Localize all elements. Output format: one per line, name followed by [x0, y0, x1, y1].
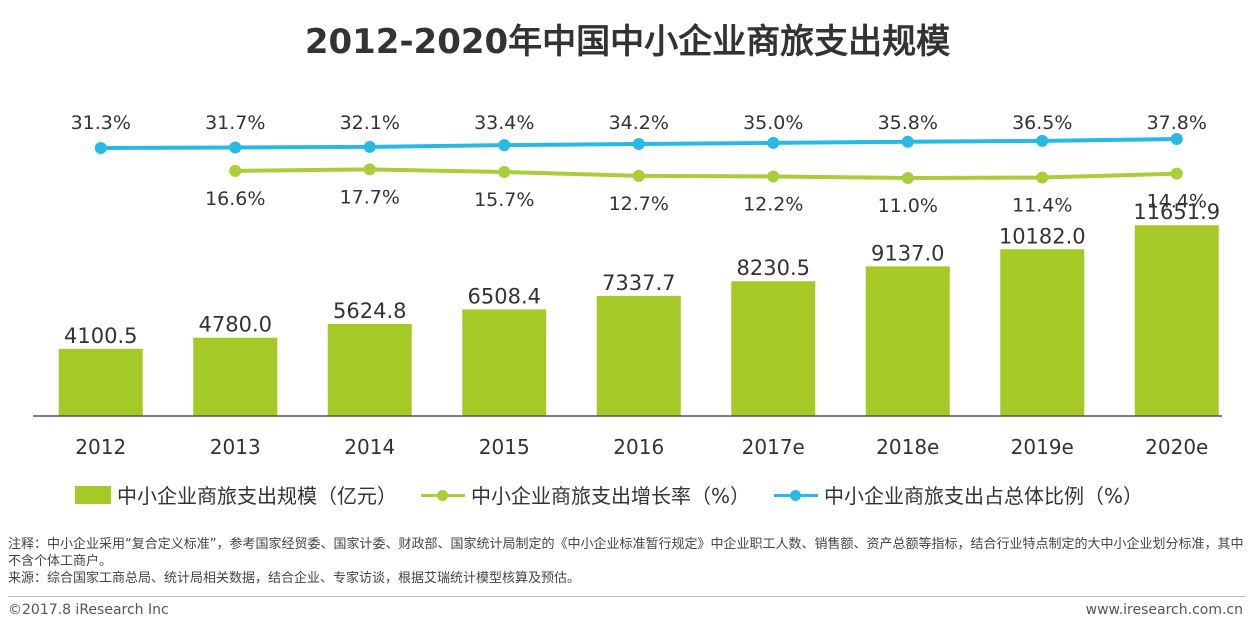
bar-2012	[58, 348, 143, 416]
bar-value-label: 10182.0	[999, 224, 1086, 248]
legend-share-label: 中小企业商旅支出占总体比例（%）	[824, 484, 1144, 508]
growth-point-2018e	[901, 172, 914, 184]
bar-value-label: 11651.9	[1133, 200, 1220, 224]
share-value-label: 31.3%	[71, 112, 131, 134]
bar-2013	[193, 337, 278, 416]
bar-value-label: 6508.4	[468, 284, 541, 308]
growth-value-label: 11.0%	[878, 195, 938, 217]
bar-2017e	[731, 281, 816, 416]
share-value-label: 35.8%	[878, 112, 938, 134]
legend-item-bar: 中小企业商旅支出规模（亿元）	[75, 480, 397, 509]
growth-value-label: 17.7%	[340, 186, 400, 208]
growth-point-2013	[229, 164, 242, 177]
share-point-2016	[632, 137, 645, 150]
bar-2015	[462, 309, 547, 416]
notes: 注释：中小企业采用“复合定义标准”，参考国家经贸委、国家计委、财政部、国家统计局…	[8, 536, 1248, 587]
share-point-2012	[94, 142, 107, 154]
growth-line	[235, 167, 1177, 181]
share-point-2014	[363, 140, 376, 153]
chart-title: 2012-2020年中国中小企业商旅支出规模	[304, 22, 951, 62]
legend-item-growth: 中小企业商旅支出增长率（%）	[421, 480, 750, 509]
source-text: 来源：综合国家工商总局、统计局相关数据，结合企业、专家访谈，根据艾瑞统计模型核算…	[8, 571, 581, 586]
x-tick-label: 2013	[210, 435, 261, 459]
bar-value-label: 4100.5	[64, 324, 137, 348]
growth-point-2016	[632, 169, 645, 182]
growth-point-2019e	[1036, 171, 1049, 184]
legend-bar-label: 中小企业商旅支出规模（亿元）	[117, 484, 397, 508]
x-tick-label: 2016	[613, 435, 664, 459]
bar-2014	[327, 323, 412, 416]
share-value-label: 31.7%	[205, 112, 265, 134]
chart-canvas: 4100.5 4780.0 5624.8 6508.4 7337.7 8230.5 9137…	[33, 112, 1222, 459]
x-tick-label: 2014	[344, 435, 395, 459]
bar-2020e	[1134, 225, 1219, 416]
growth-value-label: 12.7%	[609, 193, 669, 215]
legend-growth-label: 中小企业商旅支出增长率（%）	[471, 484, 751, 508]
growth-value-label: 14.4%	[1147, 191, 1207, 213]
legend-item-share: 中小企业商旅支出占总体比例（%）	[774, 480, 1143, 509]
bar-value-label: 7337.7	[602, 271, 675, 295]
growth-value-label: 12.2%	[743, 193, 803, 215]
footer-website: www.iresearch.com.cn	[1085, 602, 1243, 618]
growth-value-label: 11.4%	[1012, 194, 1072, 216]
note-text: 注释：中小企业采用“复合定义标准”，参考国家经贸委、国家计委、财政部、国家统计局…	[8, 537, 1244, 569]
x-tick-label: 2019e	[1011, 435, 1074, 459]
legend-growth-swatch	[421, 486, 465, 504]
bar-2019e	[1000, 249, 1085, 416]
footer-divider	[8, 596, 1246, 597]
bar-value-label: 4780.0	[199, 313, 272, 337]
share-point-2015	[498, 139, 511, 152]
bar-2016	[596, 295, 681, 416]
x-tick-label: 2018e	[876, 435, 939, 459]
legend-bar-swatch	[75, 485, 111, 504]
share-point-2018e	[901, 135, 914, 148]
x-tick-label: 2015	[479, 435, 530, 459]
growth-value-label: 15.7%	[474, 189, 534, 211]
growth-point-2015	[498, 165, 511, 178]
growth-point-2020e	[1170, 167, 1183, 180]
growth-point-2017e	[767, 170, 780, 183]
bar-value-label: 8230.5	[737, 256, 810, 280]
share-value-label: 32.1%	[340, 112, 400, 134]
share-value-label: 37.8%	[1147, 112, 1207, 134]
growth-value-label: 16.6%	[205, 188, 265, 210]
share-value-label: 33.4%	[474, 112, 534, 134]
growth-point-2014	[363, 163, 376, 176]
share-value-label: 34.2%	[609, 112, 669, 134]
share-value-label: 35.0%	[743, 112, 803, 134]
bar-value-label: 5624.8	[333, 299, 406, 323]
legend: 中小企业商旅支出规模（亿元） 中小企业商旅支出增长率（%） 中小企业商旅支出占总…	[75, 480, 1167, 509]
share-value-label: 36.5%	[1012, 112, 1072, 134]
share-point-2019e	[1036, 134, 1049, 147]
footer-copyright: ©2017.8 iResearch Inc	[8, 602, 169, 618]
bar-value-label: 9137.0	[871, 241, 944, 265]
share-point-2017e	[767, 136, 780, 149]
x-tick-label: 2017e	[742, 435, 805, 459]
x-tick-label: 2012	[75, 435, 126, 459]
bar-2018e	[865, 266, 950, 416]
x-tick-label: 2020e	[1145, 435, 1208, 459]
share-point-2013	[229, 141, 242, 154]
legend-share-swatch	[774, 486, 819, 504]
share-point-2020e	[1170, 133, 1183, 146]
